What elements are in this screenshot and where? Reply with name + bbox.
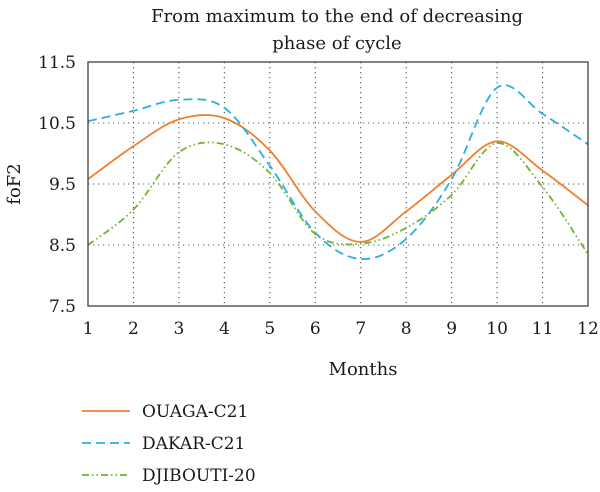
plot-frame <box>87 61 589 307</box>
x-axis-label: Months <box>329 359 398 380</box>
x-tick-label: 7 <box>355 319 366 339</box>
x-tick-label: 10 <box>486 319 508 339</box>
x-tick-label: 4 <box>219 319 230 339</box>
series-line-ouaga-c21 <box>87 114 589 243</box>
legend: OUAGA-C21 DAKAR-C21 DJIBOUTI-20 <box>82 402 256 486</box>
grid <box>88 62 588 306</box>
x-tick-label: 3 <box>173 319 184 339</box>
y-tick-label: 7.5 <box>49 297 76 317</box>
chart-title-line-1: From maximum to the end of decreasing <box>151 6 523 27</box>
legend-label-djibouti-20: DJIBOUTI-20 <box>142 466 256 486</box>
x-tick-label: 11 <box>532 319 554 339</box>
series-lines <box>87 84 589 260</box>
x-tick-label: 5 <box>264 319 275 339</box>
y-tick-label: 9.5 <box>49 175 76 195</box>
series-line-dakar-c21 <box>87 84 589 260</box>
x-tick-label: 8 <box>401 319 412 339</box>
y-tick-label: 10.5 <box>38 114 76 134</box>
x-tick-label: 2 <box>128 319 139 339</box>
series-line-djibouti-20 <box>87 141 589 255</box>
y-tick-label: 11.5 <box>38 53 76 73</box>
tick-labels: 7.58.59.510.511.51 2 3 4 5 6 7 8 9 10 11 12 <box>38 53 599 339</box>
x-tick-label: 6 <box>310 319 321 339</box>
y-axis-label: foF2 <box>4 163 25 204</box>
legend-label-dakar-c21: DAKAR-C21 <box>142 434 245 454</box>
legend-label-ouaga-c21: OUAGA-C21 <box>142 402 248 422</box>
x-tick-label: 1 <box>83 319 94 339</box>
x-tick-label: 12 <box>577 319 599 339</box>
y-tick-label: 8.5 <box>49 236 76 256</box>
x-tick-label: 9 <box>446 319 457 339</box>
chart-title-line-2: phase of cycle <box>272 33 401 54</box>
